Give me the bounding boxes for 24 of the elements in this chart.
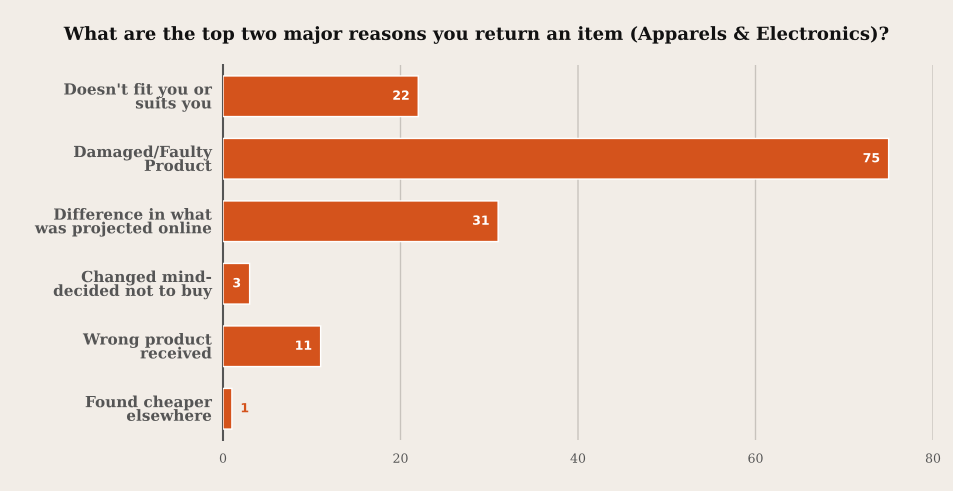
bar [223,325,322,368]
x-tick-label: 0 [220,453,226,463]
data-label: 1 [242,403,248,412]
x-tick-label: 80 [926,453,940,463]
bar [223,75,419,118]
y-tick-label: Doesn't fit you or suits you [64,82,212,112]
data-label: 75 [864,153,880,162]
bar [223,138,890,180]
y-tick-label: Wrong product received [82,332,212,359]
data-label: 11 [296,340,312,350]
chart-title: What are the top two major reasons you return an item (Apparels & Electronics)? [64,26,888,44]
bar [223,388,233,430]
data-label: 22 [393,90,409,100]
y-tick-label: Changed mind- decided not to buy [54,270,212,300]
data-label: 3 [233,278,240,288]
x-tick-label: 40 [570,453,586,463]
x-tick-label: 20 [393,453,408,463]
bar [223,200,499,242]
y-tick-label: Damaged/Faulty Product [74,145,212,172]
x-tick-label: 60 [748,453,763,463]
y-tick-label: Difference in what was projected online [34,208,212,237]
bar [223,262,250,305]
data-label: 31 [473,215,489,225]
y-tick-label: Found cheaper elsewhere [86,396,212,422]
